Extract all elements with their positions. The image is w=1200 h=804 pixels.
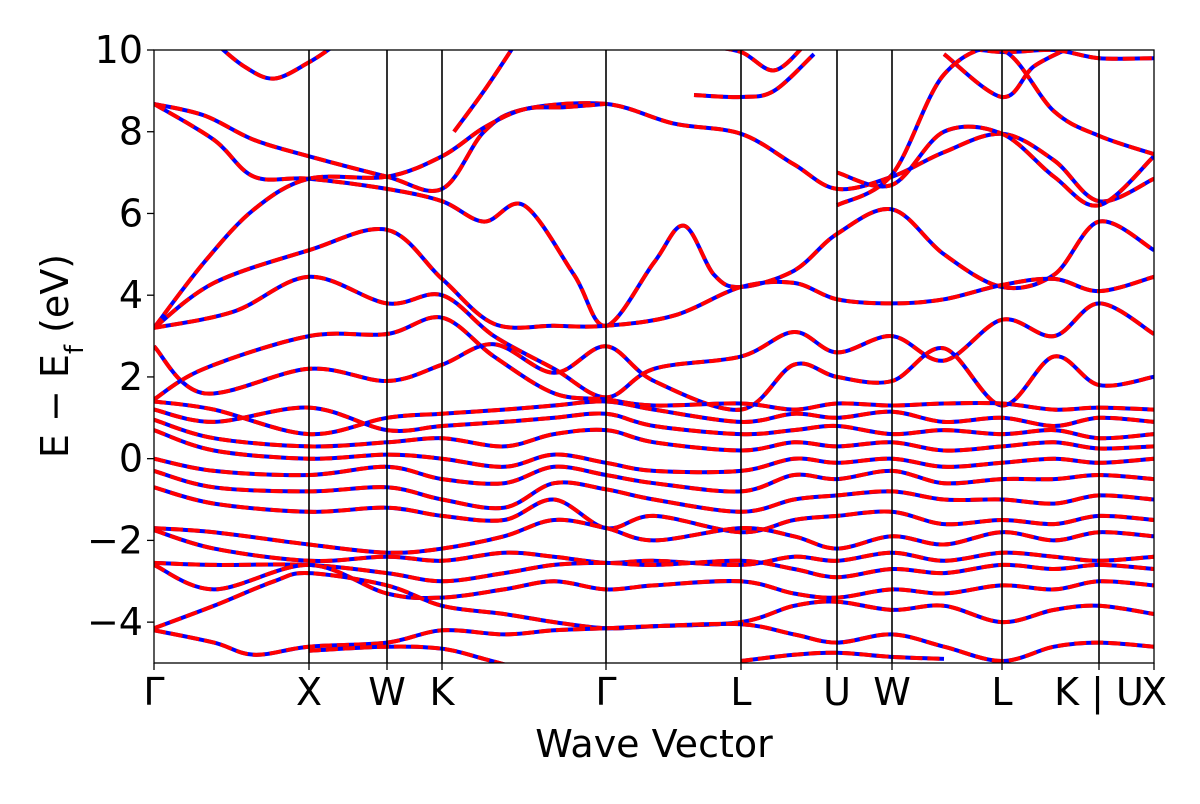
band-19-spin-up: [154, 621, 1154, 663]
x-tick-label-1: X: [296, 670, 322, 714]
y-tick-label-4: 4: [119, 273, 143, 317]
y-tick-label-1: −2: [87, 518, 143, 562]
y-axis: −4 −2 0 2 4 6 8 10: [87, 28, 154, 644]
y-tick-label-3: 2: [119, 355, 143, 399]
band-14-spin-up: [154, 517, 1154, 555]
band-24-spin-up: [721, 50, 803, 73]
kpath-lines: [308, 50, 1100, 663]
band-12-spin-up: [154, 468, 1154, 514]
band-10-spin-up: [154, 428, 1154, 475]
band-6-spin-down: [154, 315, 1154, 412]
y-tick-label-2: 0: [119, 437, 143, 481]
band-19-spin-down: [154, 621, 1154, 663]
y-tick-label-6: 8: [119, 110, 143, 154]
x-tick-label-0: Γ: [143, 670, 164, 714]
y-tick-label-0: −4: [87, 600, 143, 644]
band-0-spin-up: [154, 101, 1154, 204]
x-tick-label-7: W: [873, 670, 911, 714]
band-17-spin-up: [154, 562, 1154, 601]
band-2-spin-down: [154, 101, 607, 330]
x-tick-label-10: X: [1141, 670, 1167, 714]
band-14-spin-down: [154, 517, 1154, 555]
x-tick-label-6: U: [823, 670, 851, 714]
x-axis-label: Wave Vector: [535, 722, 773, 766]
band-27-spin-up: [967, 50, 1154, 61]
x-tick-label-2: W: [368, 670, 406, 714]
plot-frame: [153, 49, 1155, 664]
y-axis-label-sub: f: [60, 344, 90, 354]
y-tick-label-5: 6: [119, 191, 143, 235]
y-axis-label-main: E − E: [33, 354, 77, 458]
band-22-spin-up: [220, 50, 332, 81]
band-29-spin-up: [836, 50, 1154, 208]
band-17-spin-down: [154, 562, 1154, 601]
band-6-spin-up: [154, 315, 1154, 412]
band-5-spin-up: [154, 342, 1154, 412]
band-22-spin-down: [220, 50, 332, 81]
band-13-spin-down: [154, 485, 1154, 535]
x-tick-label-9: K | U: [1054, 670, 1144, 715]
x-tick-label-4: Γ: [595, 670, 616, 714]
x-tick-label-5: L: [730, 670, 751, 714]
band-25-spin-up: [693, 52, 816, 100]
band-23-spin-up: [452, 50, 514, 133]
band-1-spin-down: [154, 102, 1154, 328]
y-tick-label-7: 10: [95, 28, 143, 72]
x-tick-label-8: L: [991, 670, 1012, 714]
band-18-spin-down: [154, 571, 1154, 631]
y-axis-label-unit: (eV): [33, 254, 77, 345]
band-11-spin-up: [154, 456, 1154, 494]
x-tick-label-3: K: [430, 670, 456, 714]
band-26-spin-up: [942, 50, 1070, 99]
band-1-spin-up: [154, 102, 1154, 328]
band-18-spin-up: [154, 571, 1154, 631]
band-5-spin-down: [154, 342, 1154, 412]
band-4-spin-up: [154, 274, 1154, 400]
band-2-spin-up: [154, 101, 607, 330]
bands-layer: [154, 50, 1154, 663]
band-10-spin-down: [154, 428, 1154, 475]
y-axis-label: E − Ef (eV): [33, 254, 90, 458]
